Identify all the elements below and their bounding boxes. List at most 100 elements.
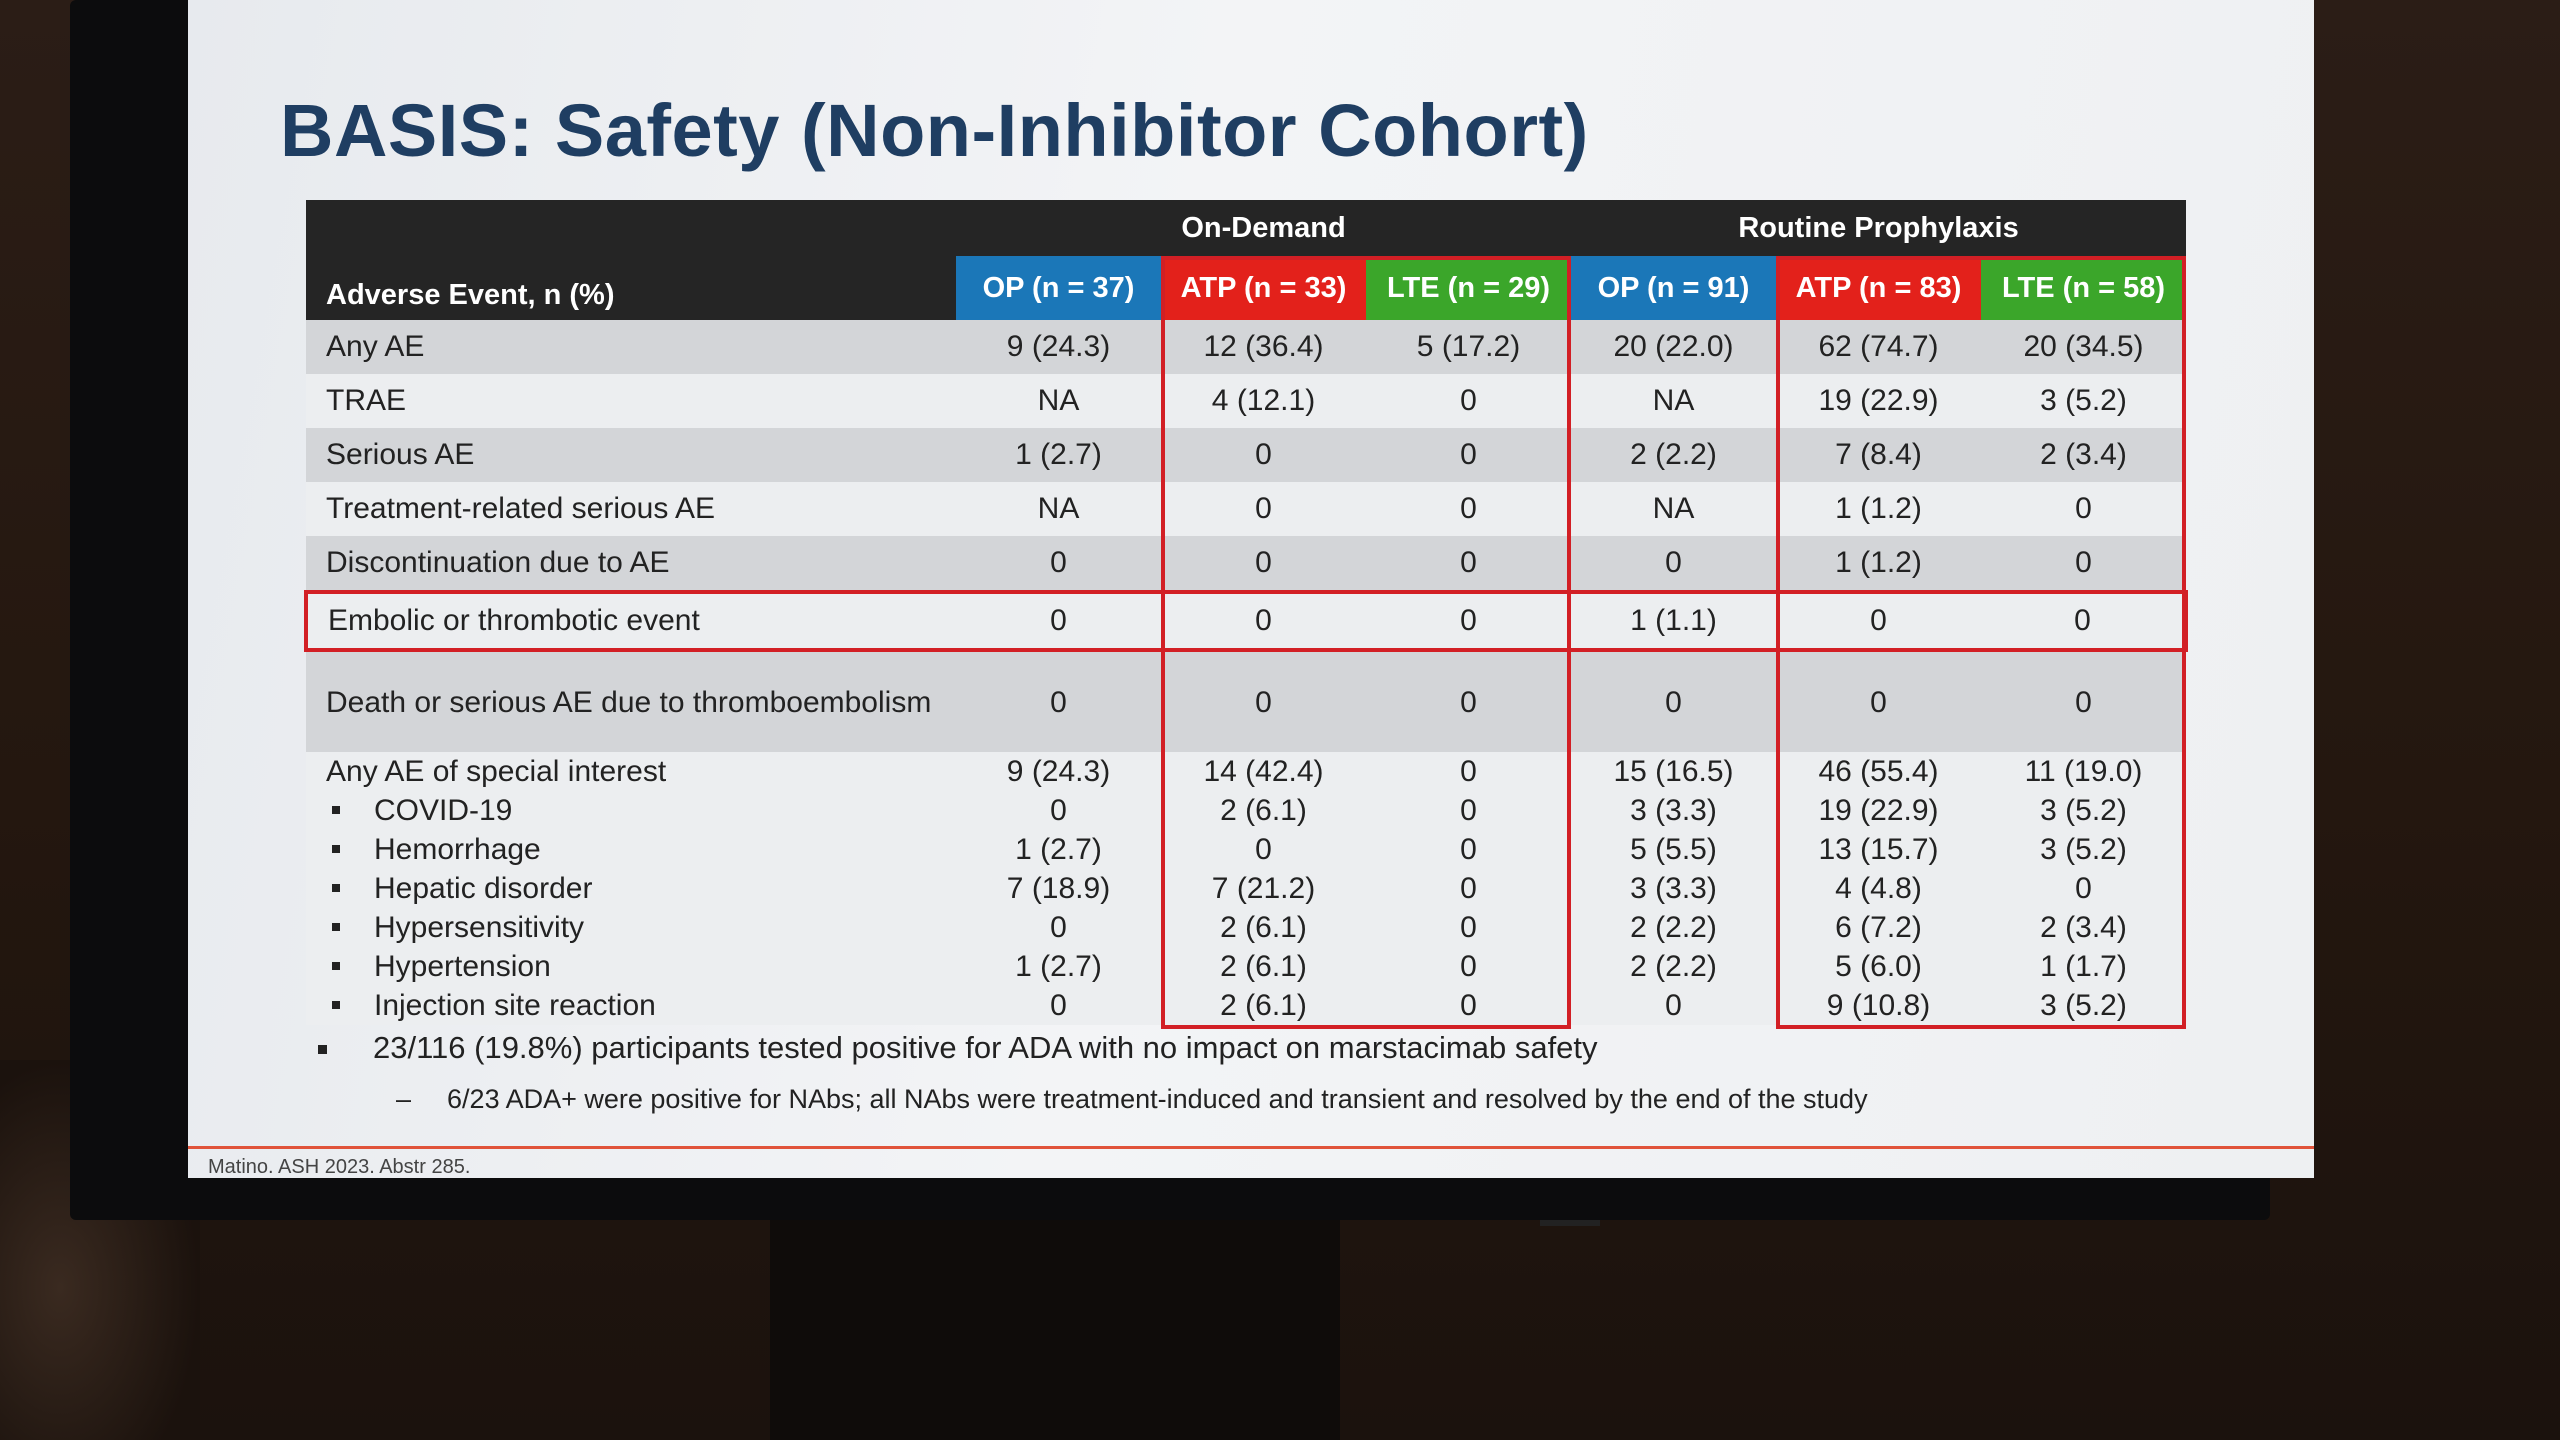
row-label: Injection site reaction — [306, 986, 956, 1025]
cell: 0 — [1366, 650, 1571, 752]
cell: 0 — [1366, 791, 1571, 830]
table-row: Serious AE 1 (2.7) 0 0 2 (2.2) 7 (8.4) 2… — [306, 428, 2187, 482]
cell: 0 — [956, 986, 1161, 1025]
cell: 1 (2.7) — [956, 830, 1161, 869]
cell: 3 (5.2) — [1981, 830, 2187, 869]
cell: 0 — [956, 536, 1161, 592]
special-interest-row: Any AE of special interest 9 (24.3) 14 (… — [306, 752, 2187, 791]
cell: 0 — [1776, 590, 1981, 652]
cell: 0 — [1366, 536, 1571, 592]
group-header-routine-prophylaxis: Routine Prophylaxis — [1571, 200, 2187, 256]
cell: 2 (3.4) — [1981, 428, 2187, 482]
list-item: Hepatic disorder 7 (18.9) 7 (21.2) 0 3 (… — [306, 869, 2187, 908]
cell: 7 (8.4) — [1776, 428, 1981, 482]
cell: 3 (5.2) — [1981, 374, 2187, 428]
list-item: Injection site reaction 0 2 (6.1) 0 0 9 … — [306, 986, 2187, 1025]
cell: 2 (3.4) — [1981, 908, 2187, 947]
cell: 0 — [1161, 590, 1366, 652]
slide-title: BASIS: Safety (Non-Inhibitor Cohort) — [280, 89, 1589, 172]
cell: 0 — [1366, 428, 1571, 482]
cell: 0 — [1571, 650, 1776, 752]
table-row-highlighted: Embolic or thrombotic event 0 0 0 1 (1.1… — [304, 590, 2189, 652]
bullet-icon — [332, 922, 340, 931]
row-label: Treatment-related serious AE — [306, 482, 956, 536]
item-label: Hypersensitivity — [374, 910, 585, 944]
cell: 11 (19.0) — [1981, 752, 2187, 791]
cell: 0 — [1571, 536, 1776, 592]
cell: 1 (2.7) — [956, 428, 1161, 482]
list-item: Hemorrhage 1 (2.7) 0 0 5 (5.5) 13 (15.7)… — [306, 830, 2187, 869]
cell: 2 (6.1) — [1161, 947, 1366, 986]
row-label: Any AE of special interest — [306, 752, 956, 791]
table-row: Death or serious AE due to thromboemboli… — [306, 650, 2187, 752]
cell: 0 — [1366, 947, 1571, 986]
cell: 15 (16.5) — [1571, 752, 1776, 791]
cell: 0 — [1571, 986, 1776, 1025]
bullet-icon — [332, 961, 340, 970]
cell: 0 — [1366, 986, 1571, 1025]
bullet-icon — [318, 1045, 327, 1055]
col-header-lte-prophylaxis: LTE (n = 58) — [1981, 256, 2187, 320]
cell: 5 (5.5) — [1571, 830, 1776, 869]
bullet-icon — [332, 844, 340, 853]
cell: 6 (7.2) — [1776, 908, 1981, 947]
sub-bullet-nabs: – 6/23 ADA+ were positive for NAbs; all N… — [396, 1084, 1868, 1115]
row-label: Discontinuation due to AE — [306, 536, 956, 592]
item-label: Hemorrhage — [374, 832, 541, 866]
list-item: COVID-19 0 2 (6.1) 0 3 (3.3) 19 (22.9) 3… — [306, 791, 2187, 830]
row-label: Hemorrhage — [306, 830, 956, 869]
cell: NA — [956, 482, 1161, 536]
cell: 1 (1.7) — [1981, 947, 2187, 986]
bullet-ada: 23/116 (19.8%) participants tested posit… — [318, 1030, 1598, 1066]
cell: 1 (2.7) — [956, 947, 1161, 986]
list-item: Hypersensitivity 0 2 (6.1) 0 2 (2.2) 6 (… — [306, 908, 2187, 947]
row-label: Hepatic disorder — [306, 869, 956, 908]
row-label: Hypersensitivity — [306, 908, 956, 947]
cell: 1 (1.1) — [1571, 590, 1776, 652]
cell: 3 (3.3) — [1571, 791, 1776, 830]
dash-icon: – — [396, 1084, 412, 1114]
table-row: Treatment-related serious AE NA 0 0 NA 1… — [306, 482, 2187, 536]
cell: 9 (24.3) — [956, 752, 1161, 791]
table-row: Discontinuation due to AE 0 0 0 0 1 (1.2… — [306, 536, 2187, 592]
cell: 0 — [1366, 752, 1571, 791]
cell: 2 (2.2) — [1571, 908, 1776, 947]
cell: 0 — [1161, 482, 1366, 536]
cell: 0 — [1161, 536, 1366, 592]
col-header-op-prophylaxis: OP (n = 91) — [1571, 256, 1776, 320]
cell: 1 (1.2) — [1776, 536, 1981, 592]
row-header-label: Adverse Event, n (%) — [306, 256, 956, 320]
cell: 3 (3.3) — [1571, 869, 1776, 908]
cell: 0 — [956, 908, 1161, 947]
cell: 0 — [956, 650, 1161, 752]
row-label: TRAE — [306, 374, 956, 428]
cell: 2 (6.1) — [1161, 791, 1366, 830]
row-label: Serious AE — [306, 428, 956, 482]
cell: 2 (2.2) — [1571, 428, 1776, 482]
adverse-event-table: On-Demand Routine Prophylaxis Adverse Ev… — [304, 200, 2189, 1025]
cell: NA — [1571, 374, 1776, 428]
cell: 19 (22.9) — [1776, 374, 1981, 428]
footer-rule — [188, 1146, 2314, 1149]
cell: 0 — [1366, 908, 1571, 947]
cell: NA — [1571, 482, 1776, 536]
slide-screen: BASIS: Safety (Non-Inhibitor Cohort) On-… — [188, 0, 2314, 1178]
row-label: Embolic or thrombotic event — [304, 590, 956, 652]
cell: 62 (74.7) — [1776, 320, 1981, 374]
item-label: Injection site reaction — [374, 988, 656, 1022]
row-label: Death or serious AE due to thromboemboli… — [306, 650, 956, 752]
cell: 20 (22.0) — [1571, 320, 1776, 374]
table-row: Any AE 9 (24.3) 12 (36.4) 5 (17.2) 20 (2… — [306, 320, 2187, 374]
cell: 13 (15.7) — [1776, 830, 1981, 869]
cell: 0 — [1366, 590, 1571, 652]
cell: 0 — [956, 590, 1161, 652]
cell: 0 — [1366, 869, 1571, 908]
cell: 4 (4.8) — [1776, 869, 1981, 908]
cell: 3 (5.2) — [1981, 791, 2187, 830]
cell: 0 — [1776, 650, 1981, 752]
cell: 7 (21.2) — [1161, 869, 1366, 908]
cell: 3 (5.2) — [1981, 986, 2187, 1025]
cell: 0 — [1161, 830, 1366, 869]
cell: 2 (2.2) — [1571, 947, 1776, 986]
cell: 0 — [1366, 482, 1571, 536]
